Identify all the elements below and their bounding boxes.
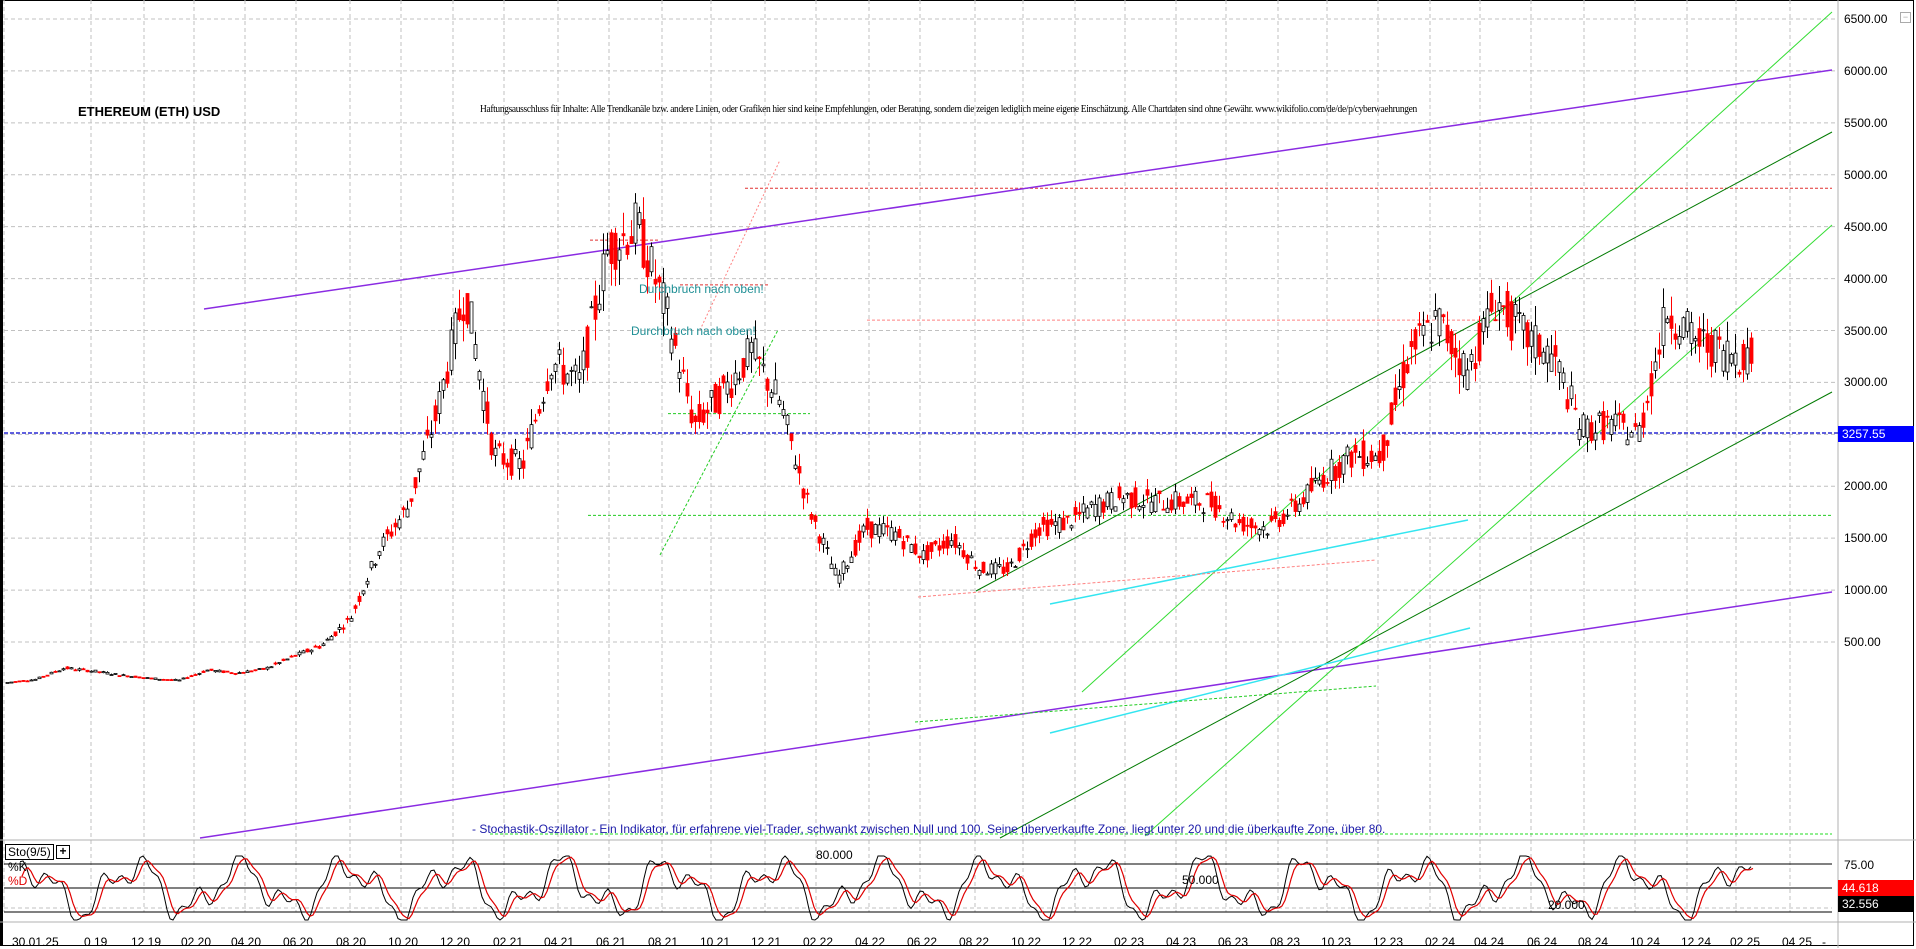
time-axis-label: 0 19 bbox=[84, 935, 108, 949]
time-axis-label: - bbox=[1822, 935, 1826, 949]
stochastic-indicator-label[interactable]: Sto(9/5) bbox=[5, 844, 54, 860]
time-axis-label: 08 21 bbox=[648, 935, 679, 949]
stochastic-d-line bbox=[21, 856, 1754, 920]
price-axis-label: 2000.00 bbox=[1844, 479, 1888, 494]
time-axis-label: 06 21 bbox=[596, 935, 627, 949]
k-value-badge: 44.618 bbox=[1838, 880, 1914, 896]
time-axis-label: 06 23 bbox=[1218, 935, 1249, 949]
time-axis-label: 06 24 bbox=[1527, 935, 1558, 949]
stochastic-axis-75: 75.00 bbox=[1844, 858, 1875, 872]
time-axis-label: 30.01.25 bbox=[12, 935, 59, 949]
price-axis-label: 3500.00 bbox=[1844, 323, 1888, 338]
price-axis-label: 500.00 bbox=[1844, 635, 1881, 649]
time-axis-label: 10 23 bbox=[1321, 935, 1352, 949]
time-axis-label: 04 20 bbox=[231, 935, 262, 949]
stochastic-k-line bbox=[19, 855, 1752, 921]
price-axis-label: 3000.00 bbox=[1844, 375, 1888, 390]
d-value-badge: 32.556 bbox=[1838, 896, 1914, 912]
time-axis-label: 02 25 bbox=[1730, 935, 1761, 949]
stochastic-level-20: 20.000 bbox=[1548, 898, 1585, 912]
trend-red-dotted bbox=[699, 159, 781, 331]
price-axis-label: 6500.00 bbox=[1844, 12, 1888, 27]
channel-lower-purple bbox=[199, 591, 1833, 839]
time-axis-label: 02 21 bbox=[493, 935, 524, 949]
time-axis-label: 02 23 bbox=[1114, 935, 1145, 949]
price-axis-label: 6000.00 bbox=[1844, 63, 1888, 78]
time-axis-label: 10 21 bbox=[700, 935, 731, 949]
time-axis-label: 08 22 bbox=[959, 935, 990, 949]
price-axis-label: 1000.00 bbox=[1844, 583, 1888, 598]
time-axis-label: 10 22 bbox=[1011, 935, 1042, 949]
stochastic-level-80: 80.000 bbox=[816, 848, 853, 862]
price-axis-label: 4500.00 bbox=[1844, 219, 1888, 234]
time-axis-label: 12 21 bbox=[751, 935, 782, 949]
stochastic-description: - Stochastik-Oszillator - Ein Indikator,… bbox=[472, 822, 1386, 836]
resistance-red-rising bbox=[917, 559, 1377, 598]
time-axis-label: 04 22 bbox=[855, 935, 886, 949]
trend-cyan-upper bbox=[1049, 519, 1469, 605]
time-axis-label: 02 22 bbox=[803, 935, 834, 949]
price-axis-label: 1500.00 bbox=[1844, 531, 1888, 546]
time-axis-label: 02 20 bbox=[181, 935, 212, 949]
time-axis-label: 08 23 bbox=[1270, 935, 1301, 949]
time-axis-label: 12 23 bbox=[1373, 935, 1404, 949]
trend-green-dotted bbox=[659, 329, 779, 556]
percent-d-legend: %D bbox=[8, 874, 28, 888]
stochastic-level-50: 50.000 bbox=[1182, 873, 1219, 887]
time-axis-label: 02 24 bbox=[1425, 935, 1456, 949]
time-axis-label: 04 23 bbox=[1166, 935, 1197, 949]
time-axis-label: 12 19 bbox=[131, 935, 162, 949]
collapse-panel-icon[interactable]: − bbox=[1900, 12, 1911, 23]
expand-indicator-plus-icon[interactable]: + bbox=[56, 845, 70, 859]
time-axis-label: 10 24 bbox=[1630, 935, 1661, 949]
disclaimer-text: Haftungsausschluss für Inhalte: Alle Tre… bbox=[480, 103, 1417, 115]
time-axis-label: 12 22 bbox=[1062, 935, 1093, 949]
price-axis-label: 4000.00 bbox=[1844, 271, 1888, 286]
support-green-rising bbox=[914, 685, 1377, 723]
chart-title: ETHEREUM (ETH) USD bbox=[78, 104, 221, 119]
price-axis-label: 5500.00 bbox=[1844, 115, 1888, 130]
time-axis-label: 04 24 bbox=[1474, 935, 1505, 949]
trend-darkgreen-lower bbox=[999, 391, 1833, 839]
time-axis-label: 04 21 bbox=[544, 935, 575, 949]
time-axis-label: 12 24 bbox=[1681, 935, 1712, 949]
channel-upper-purple bbox=[203, 69, 1833, 310]
trend-cyan-lower bbox=[1049, 627, 1471, 734]
time-axis-label: 10 20 bbox=[388, 935, 419, 949]
breakout-annotation-upper: Durchbruch nach oben! bbox=[639, 282, 764, 296]
time-axis-label: 04 25 bbox=[1782, 935, 1813, 949]
time-axis-label: 08 20 bbox=[336, 935, 367, 949]
percent-k-legend: %K bbox=[8, 860, 27, 874]
trend-green-lower bbox=[1144, 224, 1833, 837]
current-price-badge: 3257.55 bbox=[1838, 426, 1914, 442]
time-axis-label: 08 24 bbox=[1578, 935, 1609, 949]
price-axis-label: 5000.00 bbox=[1844, 167, 1888, 182]
time-axis-label: 12 20 bbox=[440, 935, 471, 949]
time-axis-label: 06 22 bbox=[907, 935, 938, 949]
breakout-annotation-lower: Durchbruch nach oben! bbox=[631, 324, 756, 338]
time-axis-label: 06 20 bbox=[283, 935, 314, 949]
